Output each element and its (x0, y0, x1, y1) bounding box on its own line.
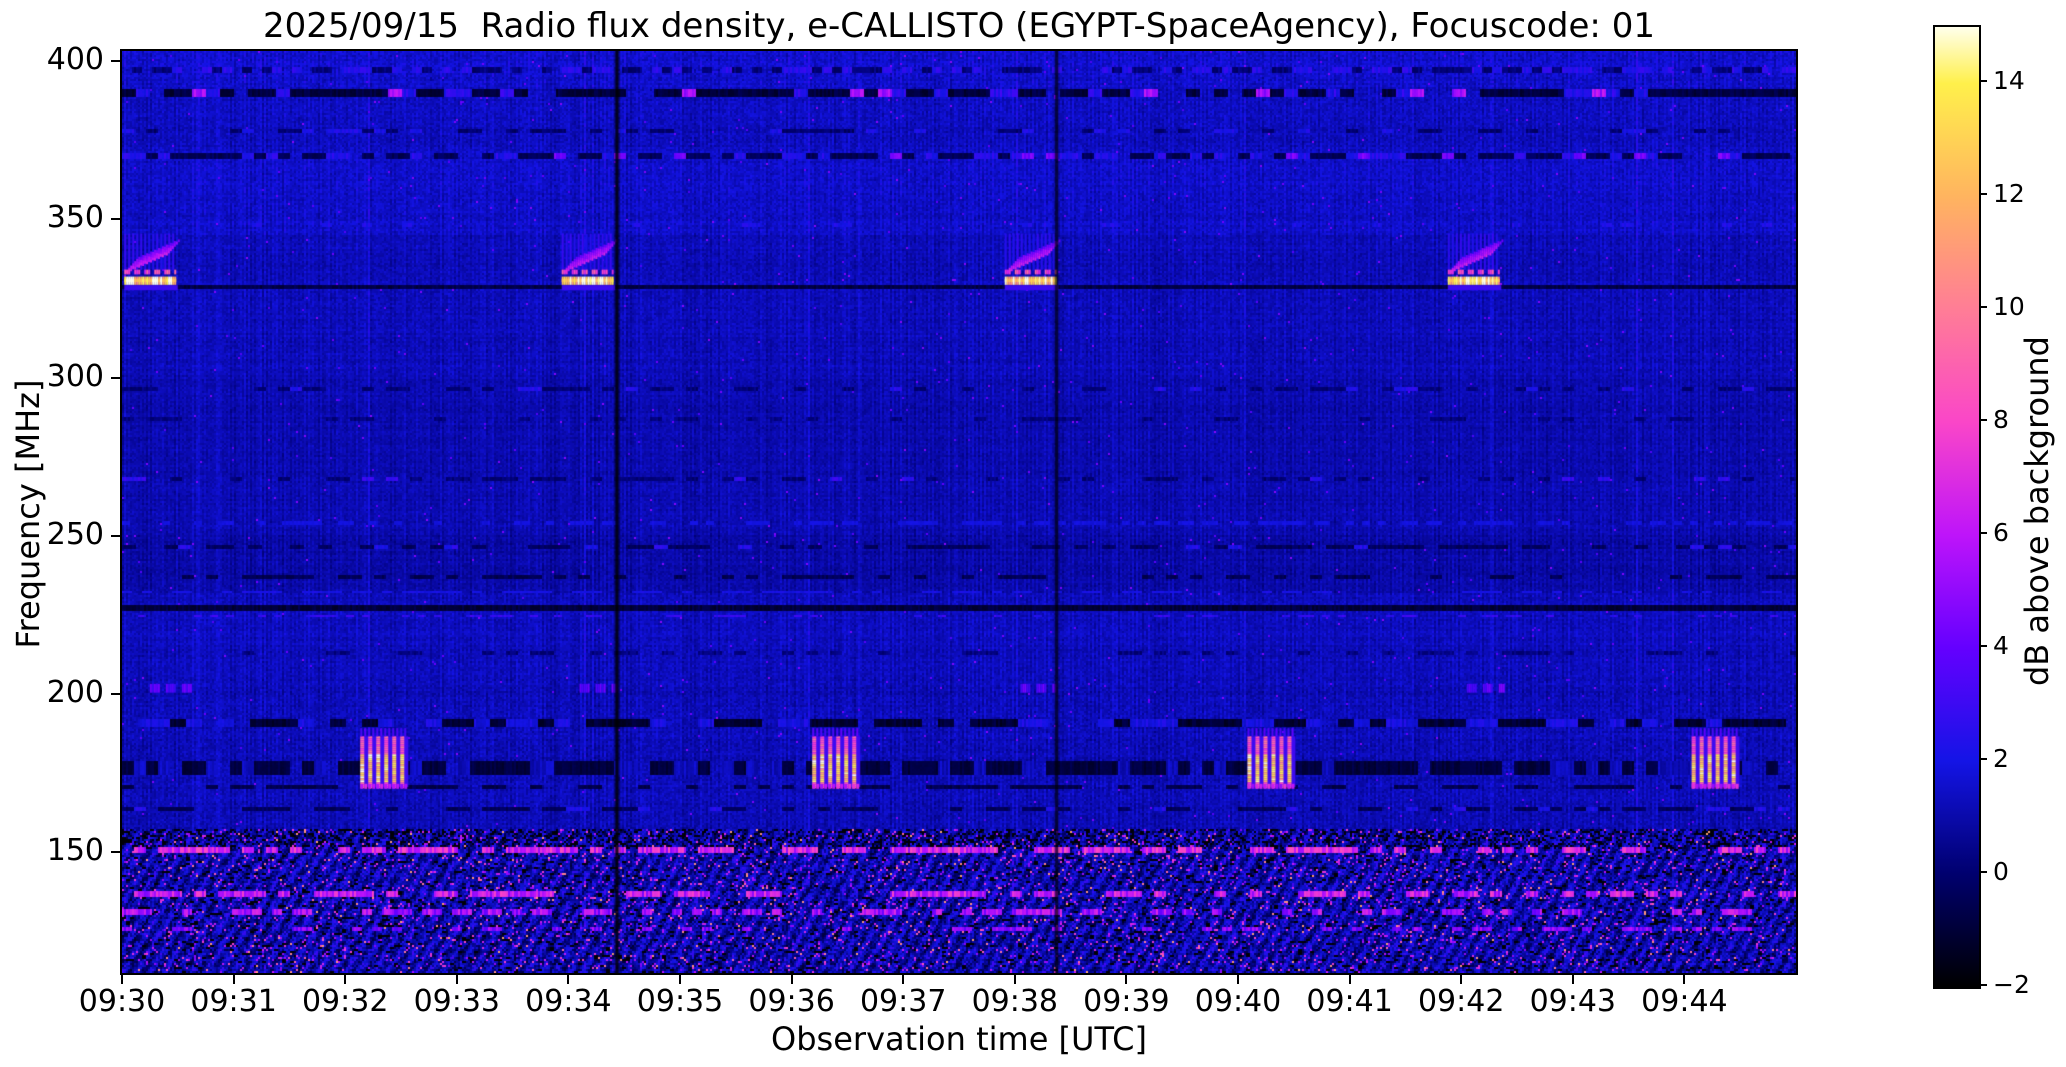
plot-area (120, 49, 1798, 975)
x-tick-mark (232, 975, 235, 984)
x-tick-label: 09:38 (971, 984, 1059, 1019)
x-axis-label: Observation time [UTC] (771, 1020, 1147, 1058)
x-tick-mark (567, 975, 570, 984)
x-tick-mark (679, 975, 681, 984)
colorbar-tick-label: 8 (1993, 405, 2009, 435)
colorbar-tick-label: 2 (1993, 744, 2009, 774)
colorbar-tick-mark (1979, 871, 1987, 874)
x-tick-mark (902, 975, 905, 984)
x-tick-mark (1237, 975, 1239, 984)
y-tick-label: 300 (46, 358, 104, 394)
spectrogram-canvas (122, 51, 1796, 973)
y-tick-mark (111, 376, 120, 379)
x-tick-mark (1348, 975, 1351, 984)
colorbar-tick-label: 14 (1993, 66, 2025, 96)
x-tick-mark (455, 975, 458, 984)
x-tick-label: 09:30 (78, 984, 166, 1019)
colorbar-tick-mark (1979, 193, 1987, 196)
y-tick-mark (111, 851, 120, 854)
y-tick-mark (111, 534, 120, 537)
x-tick-label: 09:44 (1641, 984, 1728, 1019)
colorbar-gradient (1935, 27, 1979, 987)
y-tick-label: 200 (46, 674, 104, 710)
colorbar-label: dB above background (2018, 336, 2056, 686)
x-tick-label: 09:37 (859, 984, 947, 1019)
y-tick-label: 250 (46, 516, 104, 552)
x-tick-mark (1013, 975, 1016, 984)
y-tick-mark (111, 218, 120, 221)
x-tick-mark (344, 975, 347, 984)
colorbar-tick-mark (1979, 419, 1987, 422)
x-tick-label: 09:43 (1529, 984, 1617, 1019)
colorbar-tick-label: 0 (1993, 857, 2009, 887)
x-tick-label: 09:32 (301, 984, 389, 1019)
chart-title: 2025/09/15 Radio flux density, e-CALLIST… (263, 6, 1655, 46)
y-tick-label: 150 (46, 833, 104, 869)
x-tick-label: 09:36 (748, 984, 835, 1019)
colorbar-tick-mark (1979, 758, 1987, 761)
colorbar-tick-mark (1979, 645, 1987, 648)
y-tick-mark (111, 60, 120, 63)
x-tick-mark (121, 975, 123, 984)
colorbar-tick-label: −2 (1993, 970, 2030, 999)
colorbar-tick-label: 12 (1993, 179, 2025, 209)
colorbar-tick-label: 6 (1993, 518, 2009, 548)
colorbar-tick-mark (1979, 532, 1987, 535)
x-tick-label: 09:33 (413, 984, 501, 1019)
colorbar-tick-mark (1979, 80, 1987, 83)
x-tick-label: 09:42 (1417, 984, 1505, 1019)
colorbar-tick-mark (1979, 984, 1987, 986)
x-tick-label: 09:35 (636, 984, 724, 1019)
x-tick-mark (1571, 975, 1574, 984)
x-tick-label: 09:39 (1083, 984, 1170, 1019)
x-tick-label: 09:41 (1306, 984, 1393, 1019)
colorbar-tick-label: 4 (1993, 631, 2009, 661)
y-tick-label: 350 (46, 200, 104, 236)
x-tick-mark (790, 975, 793, 984)
x-tick-label: 09:40 (1194, 984, 1282, 1019)
x-tick-mark (1125, 975, 1128, 984)
colorbar-tick-label: 10 (1993, 292, 2025, 322)
x-tick-mark (1683, 975, 1686, 984)
x-tick-label: 09:31 (190, 984, 277, 1019)
x-tick-mark (1460, 975, 1463, 984)
colorbar (1933, 25, 1981, 989)
y-tick-label: 400 (46, 42, 104, 78)
x-tick-label: 09:34 (525, 984, 612, 1019)
colorbar-tick-mark (1979, 306, 1987, 309)
y-tick-mark (111, 692, 120, 695)
